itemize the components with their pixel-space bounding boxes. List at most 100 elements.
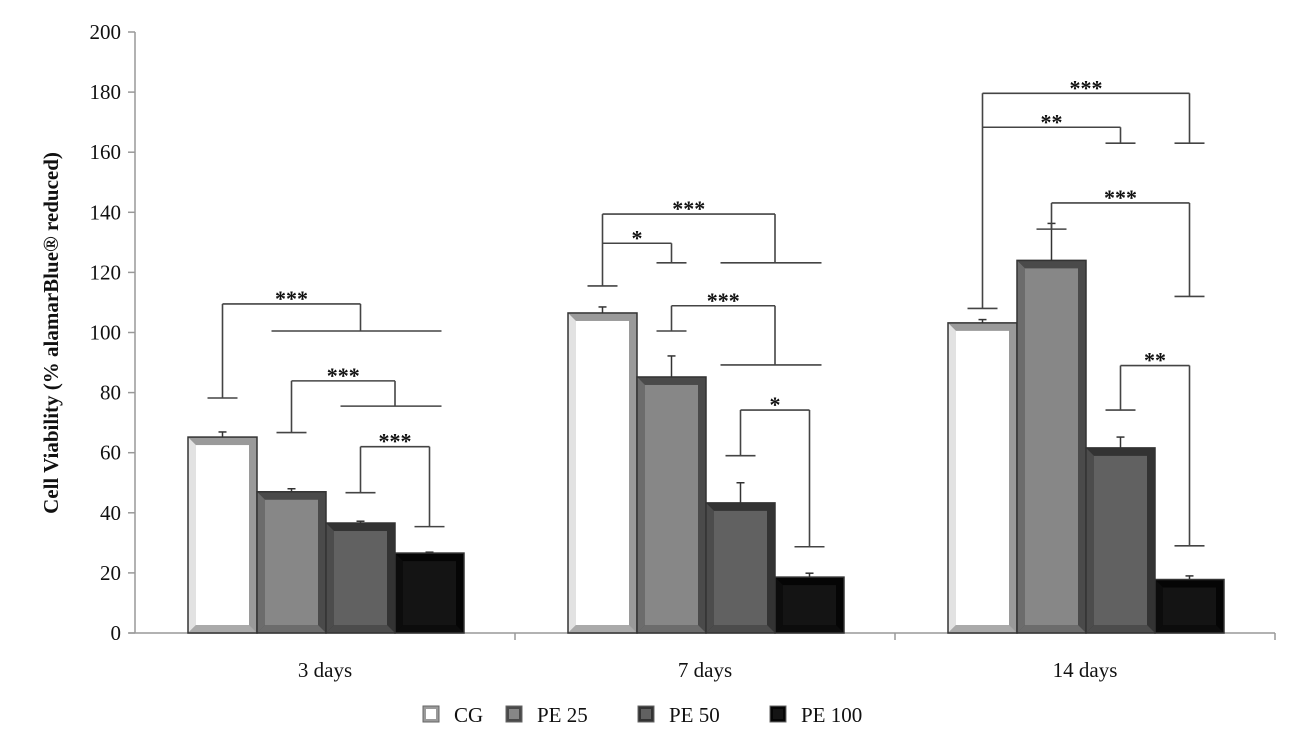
bar-bevel-left [257, 491, 265, 633]
legend-swatch-face [426, 709, 436, 719]
y-tick-label: 160 [90, 140, 122, 164]
legend-item: PE 100 [769, 703, 862, 727]
bar-bevel-bottom [1017, 625, 1086, 633]
bar-face [956, 330, 1009, 625]
bar-bevel-bottom [948, 625, 1017, 633]
significance-label: ** [1041, 109, 1063, 134]
bar-bevel-bottom [637, 625, 706, 633]
bar [1154, 575, 1225, 634]
significance-brackets: *************************** [207, 75, 1205, 548]
bar-face [1094, 455, 1147, 625]
y-tick-label: 20 [100, 561, 121, 585]
significance-bracket: *** [345, 429, 445, 528]
significance-label: *** [275, 286, 308, 311]
legend-item: PE 50 [637, 703, 720, 727]
bar [256, 488, 327, 634]
bar-face [645, 384, 698, 625]
x-tick-label: 14 days [1053, 658, 1118, 682]
bar-bevel-left [326, 523, 334, 633]
bar-face [196, 445, 249, 625]
y-tick-label: 100 [90, 321, 122, 345]
y-tick-label: 140 [90, 200, 122, 224]
significance-label: ** [1144, 348, 1166, 373]
bar-bevel-left [775, 577, 783, 633]
legend-swatch-face [773, 709, 783, 719]
bar [636, 355, 707, 634]
bar-bevel-left [637, 376, 645, 633]
axes: 0 20 40 60 80 100 120 140 160 180 200 3 days 7 days 1… [90, 20, 1276, 682]
bar-face [1025, 268, 1078, 625]
significance-bracket: * [725, 392, 825, 548]
bar-face [714, 510, 767, 625]
significance-label: * [770, 392, 781, 417]
significance-label: *** [379, 429, 412, 454]
bar [394, 551, 465, 634]
bar [325, 520, 396, 634]
significance-bracket: *** [587, 196, 822, 287]
bar-face [265, 499, 318, 625]
bar [1016, 222, 1087, 634]
bar-bevel-bottom [188, 625, 257, 633]
legend-swatch-face [509, 709, 519, 719]
bar-bevel-bottom [775, 625, 844, 633]
x-tick-label: 3 days [298, 658, 352, 682]
bar-face [783, 585, 836, 625]
legend-label: PE 25 [537, 703, 588, 727]
y-tick-label: 40 [100, 501, 121, 525]
significance-bracket: *** [207, 286, 442, 399]
bar [567, 306, 638, 634]
y-axis-label: Cell Viability (% alamarBlue® reduced) [39, 152, 63, 514]
significance-label: *** [1070, 75, 1103, 100]
bar-bevel-bottom [1086, 625, 1155, 633]
significance-label: *** [1104, 185, 1137, 210]
bar-bevel-bottom [1155, 625, 1224, 633]
bar-bevel-bottom [395, 625, 464, 633]
bar-face [403, 561, 456, 625]
bar-bevel-left [395, 553, 403, 633]
legend-item: CG [422, 703, 483, 727]
bar-face [1163, 587, 1216, 625]
y-tick-label: 200 [90, 20, 122, 44]
y-tick-label: 60 [100, 441, 121, 465]
bar-bevel-left [948, 322, 956, 633]
significance-label: *** [672, 196, 705, 221]
bar-bevel-left [568, 312, 576, 633]
significance-bracket: *** [1036, 185, 1205, 298]
y-tick-label: 80 [100, 381, 121, 405]
significance-label: *** [707, 288, 740, 313]
legend-swatch-face [641, 709, 651, 719]
y-tick-label: 0 [111, 621, 122, 645]
bar [187, 431, 258, 634]
bar-face [334, 531, 387, 625]
legend: CG PE 25 PE 50 PE 100 [422, 703, 862, 727]
bar [947, 318, 1018, 634]
bar-bevel-left [1155, 579, 1163, 633]
bar-bevel-left [706, 502, 714, 633]
legend-label: PE 100 [801, 703, 862, 727]
y-tick-label: 120 [90, 260, 122, 284]
legend-label: CG [454, 703, 483, 727]
bar-bevel-left [1086, 447, 1094, 633]
significance-label: *** [327, 363, 360, 388]
bar-bevel-bottom [568, 625, 637, 633]
bar-bevel-bottom [257, 625, 326, 633]
bar-bevel-bottom [706, 625, 775, 633]
legend-item: PE 25 [505, 703, 588, 727]
bar-bevel-left [1017, 260, 1025, 633]
bar [705, 482, 776, 634]
legend-label: PE 50 [669, 703, 720, 727]
bar-bevel-bottom [326, 625, 395, 633]
significance-bracket: ** [982, 109, 1136, 144]
significance-bracket: * [602, 225, 687, 264]
significance-bracket: *** [967, 75, 1205, 310]
significance-label: * [632, 225, 643, 250]
y-tick-label: 180 [90, 80, 122, 104]
significance-bracket: ** [1105, 348, 1205, 547]
significance-bracket: *** [656, 288, 822, 366]
bars [187, 222, 1225, 634]
x-tick-label: 7 days [678, 658, 732, 682]
bar-face [576, 320, 629, 625]
bar [1085, 436, 1156, 634]
significance-bracket: *** [276, 363, 442, 434]
